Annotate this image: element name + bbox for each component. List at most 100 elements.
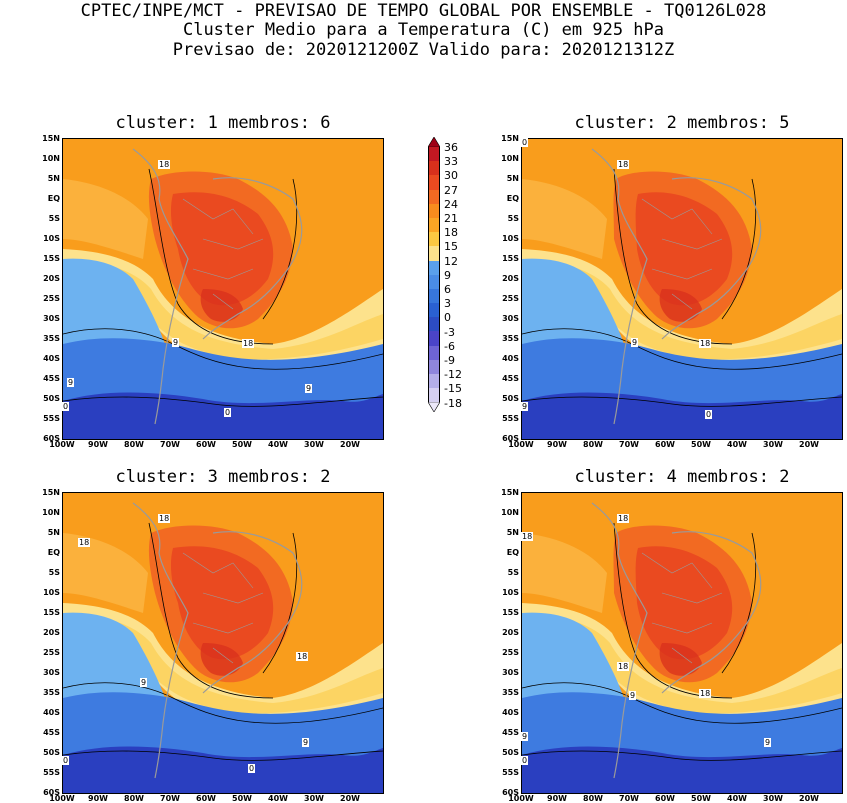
- lon-tick-label: 100W: [49, 794, 75, 803]
- colorbar-segment: [428, 288, 440, 304]
- lat-tick-label: 50S: [43, 748, 60, 757]
- lon-tick-label: 40W: [268, 440, 288, 449]
- lat-tick-label: 15N: [501, 488, 519, 497]
- contour-label: 0: [224, 408, 232, 417]
- lat-tick-label: 45S: [502, 728, 519, 737]
- contour-label: 18: [617, 160, 630, 169]
- contour-label: 18: [617, 514, 630, 523]
- lon-tick-label: 100W: [508, 794, 534, 803]
- colorbar-tick-label: 6: [444, 283, 451, 296]
- lat-tick-label: 5S: [48, 568, 60, 577]
- lat-tick-label: 50S: [502, 748, 519, 757]
- lon-tick-label: 90W: [547, 794, 567, 803]
- colorbar-tick-label: 27: [444, 183, 458, 197]
- contour-label: 0: [521, 756, 529, 765]
- lat-tick-label: 30S: [43, 314, 60, 323]
- colorbar-tick-label: 36: [444, 141, 458, 154]
- header-line-3: Previsao de: 2020121200Z Valido para: 20…: [172, 40, 675, 60]
- colorbar-segment: [428, 260, 440, 275]
- lat-tick-label: 5S: [507, 214, 519, 223]
- contour-label: 18: [521, 532, 534, 541]
- contour-label: 9: [521, 732, 529, 741]
- lon-tick-label: 60W: [655, 440, 675, 449]
- contour-label: 18: [158, 160, 171, 169]
- lon-tick-label: 50W: [232, 440, 252, 449]
- colorbar-segment: [428, 189, 440, 204]
- lat-tick-label: 50S: [43, 394, 60, 403]
- lat-tick-label: 10N: [501, 154, 519, 163]
- colorbar-segment: [428, 147, 440, 162]
- lat-tick-label: EQ: [506, 194, 519, 203]
- lat-tick-label: 10S: [43, 234, 60, 243]
- lat-tick-label: 15N: [42, 488, 60, 497]
- header-line-1: CPTEC/INPE/MCT - PREVISAO DE TEMPO GLOBA…: [80, 1, 767, 21]
- contour-label: 0: [248, 764, 256, 773]
- contour-label: 9: [305, 384, 313, 393]
- lon-tick-label: 20W: [799, 440, 819, 449]
- lat-tick-label: EQ: [47, 194, 60, 203]
- lat-tick-label: 40S: [502, 354, 519, 363]
- colorbar-segment: [428, 374, 440, 389]
- lon-tick-label: 50W: [232, 794, 252, 803]
- contour-label: 18: [617, 662, 630, 671]
- map-panel-2: [521, 138, 843, 440]
- lat-tick-label: 15S: [502, 254, 519, 263]
- lon-tick-label: 70W: [160, 440, 180, 449]
- lon-tick-label: 20W: [340, 794, 360, 803]
- contour-label: 9: [140, 678, 148, 687]
- colorbar-tick-label: 15: [444, 240, 458, 254]
- lon-tick-label: 90W: [88, 794, 108, 803]
- lon-tick-label: 30W: [304, 794, 324, 803]
- colorbar-tick-label: 24: [444, 197, 458, 211]
- lat-tick-label: 20S: [43, 274, 60, 283]
- lat-tick-label: 45S: [43, 374, 60, 383]
- contour-label: 18: [699, 689, 712, 698]
- contour-label: 9: [67, 378, 75, 387]
- lon-tick-label: 90W: [547, 440, 567, 449]
- lon-tick-label: 70W: [160, 794, 180, 803]
- lat-tick-label: 15S: [43, 608, 60, 617]
- lat-tick-label: EQ: [506, 548, 519, 557]
- colorbar-tick-label: -6: [444, 339, 455, 353]
- colorbar-tick-label: -12: [444, 368, 462, 382]
- contour-label: 9: [521, 402, 529, 411]
- lat-tick-label: 35S: [502, 334, 519, 343]
- lat-tick-label: 5N: [506, 528, 519, 537]
- lat-tick-label: 40S: [43, 354, 60, 363]
- lon-tick-label: 80W: [583, 794, 603, 803]
- lon-tick-label: 80W: [124, 440, 144, 449]
- lon-tick-label: 50W: [691, 794, 711, 803]
- lat-tick-label: 55S: [502, 414, 519, 423]
- colorbar-tick-label: -15: [444, 382, 462, 396]
- lat-tick-label: 20S: [43, 628, 60, 637]
- contour-label: 18: [296, 652, 309, 661]
- contour-label: 18: [78, 538, 91, 547]
- lon-tick-label: 40W: [268, 794, 288, 803]
- lat-tick-label: 10S: [43, 588, 60, 597]
- colorbar-segment: [428, 246, 440, 261]
- colorbar-tick-label: 9: [444, 268, 451, 282]
- lat-tick-label: 5S: [507, 568, 519, 577]
- lat-tick-label: 15N: [501, 134, 519, 143]
- contour-label: 0: [705, 410, 713, 419]
- lat-tick-label: 55S: [43, 768, 60, 777]
- lon-tick-label: 90W: [88, 440, 108, 449]
- lon-tick-label: 50W: [691, 440, 711, 449]
- colorbar-bottom-arrow: [428, 402, 440, 413]
- contour-label: 18: [699, 339, 712, 348]
- colorbar-segment: [428, 388, 440, 403]
- colorbar-tick-label: -3: [444, 325, 455, 339]
- colorbar-tick-label: 21: [444, 212, 458, 225]
- lon-tick-label: 30W: [763, 794, 783, 803]
- lat-tick-label: 55S: [43, 414, 60, 423]
- colorbar-tick-label: 30: [444, 169, 458, 183]
- lat-tick-label: 30S: [502, 668, 519, 677]
- colorbar-tick-label: 3: [444, 297, 451, 311]
- colorbar-segment: [428, 359, 440, 374]
- lat-tick-label: 35S: [43, 688, 60, 697]
- lat-tick-label: 5S: [48, 214, 60, 223]
- colorbar-tick-label: -9: [444, 354, 455, 367]
- lat-tick-label: 25S: [502, 294, 519, 303]
- lat-tick-label: 45S: [502, 374, 519, 383]
- lat-tick-label: 40S: [502, 708, 519, 717]
